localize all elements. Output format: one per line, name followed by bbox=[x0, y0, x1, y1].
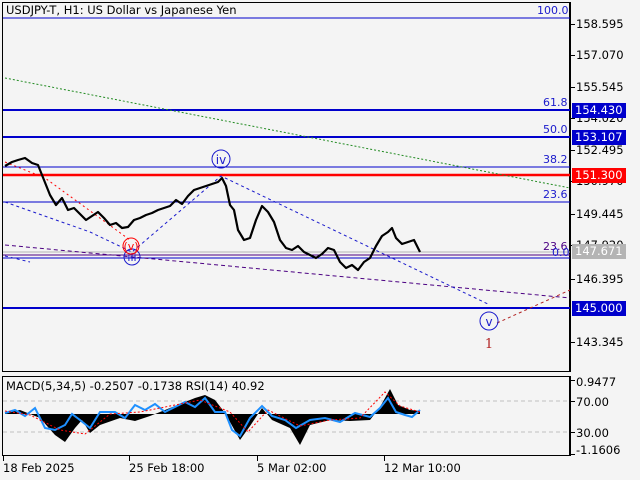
macd-histogram bbox=[5, 389, 420, 445]
fib-label-50: 50.0 bbox=[543, 123, 568, 136]
price-axis-tick bbox=[571, 24, 575, 25]
price-axis-label: 157.070 bbox=[576, 48, 624, 62]
price-tag-145000: 145.000 bbox=[572, 301, 626, 316]
price-axis-tick bbox=[571, 279, 575, 280]
main-chart-pane[interactable] bbox=[2, 2, 571, 372]
price-axis-tick bbox=[571, 342, 575, 343]
indicator-axis-30: 30.00 bbox=[576, 426, 609, 440]
blue-wave-lower bbox=[4, 255, 31, 263]
chart-title: USDJPY-T, H1: US Dollar vs Japanese Yen bbox=[6, 3, 237, 17]
svg-text:iv: iv bbox=[216, 153, 226, 167]
time-axis-tick bbox=[129, 456, 130, 461]
indicator-pane[interactable] bbox=[2, 376, 571, 456]
wave-label-iii: iii bbox=[123, 248, 141, 266]
indicator-axis-min: -1.1606 bbox=[576, 443, 621, 457]
red-wave-path bbox=[4, 161, 131, 241]
price-axis-tick bbox=[571, 150, 575, 151]
price-axis-label: 149.445 bbox=[576, 207, 624, 221]
price-axis-label: 152.495 bbox=[576, 143, 624, 157]
indicator-label: MACD(5,34,5) -0.2507 -0.1738 RSI(14) 40.… bbox=[6, 379, 265, 393]
macd-signal-line bbox=[4, 391, 421, 435]
price-axis-tick bbox=[571, 87, 575, 88]
wave-label-iv: iv bbox=[211, 149, 231, 169]
price-tag-151300: 151.300 bbox=[572, 168, 626, 183]
time-axis-label: 12 Mar 10:00 bbox=[384, 461, 461, 475]
price-axis-label: 158.595 bbox=[576, 17, 624, 31]
fib-label-0: 0.0 bbox=[552, 246, 570, 259]
price-axis-tick bbox=[571, 55, 575, 56]
price-axis-label: 143.345 bbox=[576, 335, 624, 349]
svg-text:iii: iii bbox=[127, 251, 136, 264]
time-axis-tick bbox=[257, 456, 258, 461]
price-axis-label: 146.395 bbox=[576, 272, 624, 286]
price-tag-last: 147.671 bbox=[572, 244, 626, 259]
time-axis-label: 25 Feb 18:00 bbox=[129, 461, 205, 475]
svg-text:(v): (v) bbox=[123, 240, 138, 253]
fib-label-38-2: 38.2 bbox=[543, 153, 568, 166]
wave-label-1: 1 bbox=[485, 337, 493, 352]
time-axis-label: 5 Mar 02:00 bbox=[257, 461, 327, 475]
time-axis-tick bbox=[3, 456, 4, 461]
indicator-axis-max: 0.9477 bbox=[576, 375, 617, 389]
purple-channel-line bbox=[4, 244, 571, 299]
time-axis-label: 18 Feb 2025 bbox=[3, 461, 75, 475]
wave-label-v-red: (v) bbox=[122, 237, 140, 255]
price-axis-label: 155.545 bbox=[576, 80, 624, 94]
wave-label-v-blue: v bbox=[479, 311, 499, 331]
green-trendline bbox=[4, 77, 571, 189]
rsi-line bbox=[4, 396, 421, 438]
fib-label-61-8: 61.8 bbox=[543, 96, 568, 109]
price-axis-tick bbox=[571, 118, 575, 119]
fib-label-23-6: 23.6 bbox=[543, 188, 568, 201]
svg-text:v: v bbox=[485, 315, 492, 329]
price-series bbox=[4, 156, 421, 272]
price-axis-tick bbox=[571, 214, 575, 215]
time-axis-tick bbox=[384, 456, 385, 461]
indicator-axis-70: 70.00 bbox=[576, 395, 609, 409]
fib-label-23-6-lower: 23.6 bbox=[543, 240, 568, 253]
blue-wave-path bbox=[4, 175, 491, 306]
price-tag-154430: 154.430 bbox=[572, 103, 626, 118]
red-projection-line bbox=[496, 289, 571, 324]
price-tag-153107: 153.107 bbox=[572, 130, 626, 145]
fib-label-100: 100.0 bbox=[537, 4, 569, 17]
